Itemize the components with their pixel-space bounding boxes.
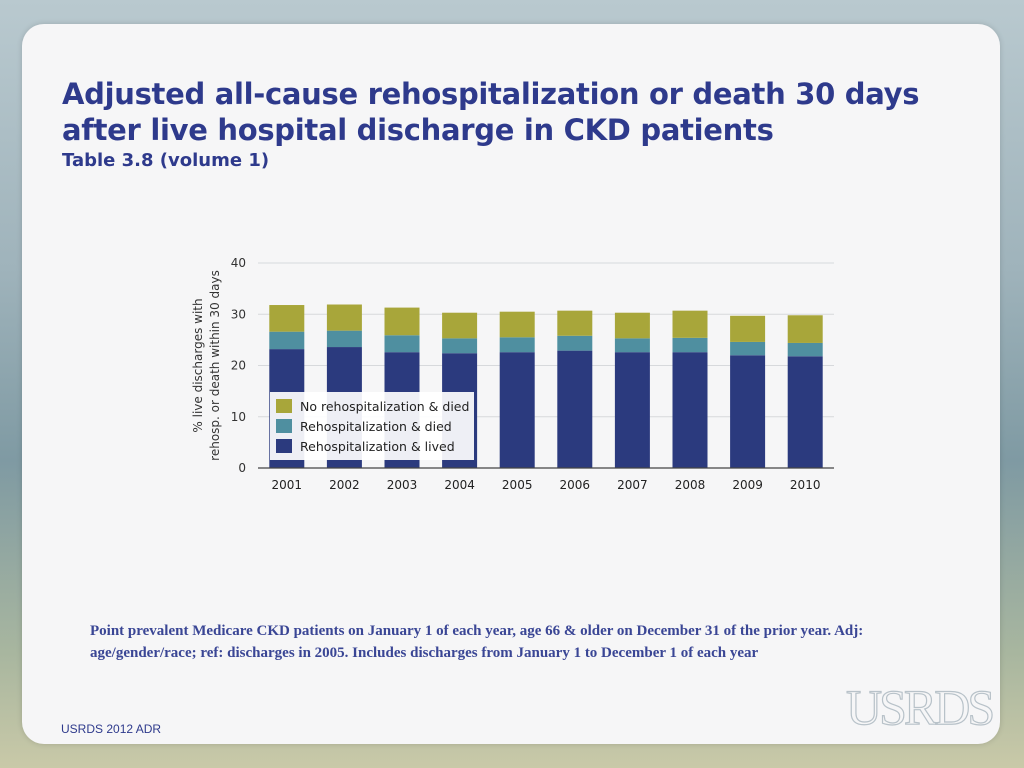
slide-title: Adjusted all-cause rehospitalization or … <box>62 77 920 147</box>
y-tick-label: 40 <box>231 256 246 270</box>
bar-segment <box>672 310 708 338</box>
y-axis-label: % live discharges with <box>191 298 205 432</box>
legend-swatch <box>276 419 292 433</box>
bar-segment <box>384 307 420 336</box>
bar-segment <box>499 337 535 353</box>
bar-segment <box>787 315 823 343</box>
bar-segment <box>499 311 535 338</box>
x-tick-label: 2010 <box>790 478 821 492</box>
bar-segment <box>557 350 593 468</box>
x-tick-label: 2004 <box>444 478 475 492</box>
bar-segment <box>730 341 766 356</box>
y-tick-label: 20 <box>231 359 246 373</box>
x-tick-label: 2001 <box>272 478 303 492</box>
footer-source: USRDS 2012 ADR <box>61 722 162 736</box>
bar-segment <box>614 338 650 353</box>
slide-subtitle: Table 3.8 (volume 1) <box>62 150 270 171</box>
legend-label: Rehospitalization & died <box>300 419 452 434</box>
legend-box <box>270 392 474 460</box>
x-tick-label: 2006 <box>560 478 591 492</box>
bar-segment <box>442 338 478 354</box>
x-tick-label: 2005 <box>502 478 533 492</box>
y-tick-label: 0 <box>238 461 246 475</box>
legend-label: No rehospitalization & died <box>300 399 469 414</box>
bar-segment <box>269 305 305 332</box>
y-axis-label: rehosp. or death within 30 days <box>208 270 222 461</box>
bar-segment <box>442 312 478 339</box>
bar-segment <box>614 312 650 339</box>
legend-label: Rehospitalization & lived <box>300 439 455 454</box>
bar-segment <box>557 335 593 351</box>
legend-swatch <box>276 399 292 413</box>
bar-segment <box>499 352 535 468</box>
x-tick-label: 2008 <box>675 478 706 492</box>
bar-segment <box>787 342 823 357</box>
bar-segment <box>672 337 708 353</box>
bar-segment <box>269 331 305 350</box>
bar-segment <box>557 310 593 336</box>
bar-segment <box>787 356 823 468</box>
x-tick-label: 2009 <box>732 478 763 492</box>
stacked-bar-chart: 0 10 20 30 40 2001 2002 2003 2004 2005 2006 2007 200… <box>191 256 834 492</box>
bar-segment <box>326 330 362 348</box>
bar-segment <box>384 335 420 353</box>
bar-segment <box>614 352 650 468</box>
bar-segment <box>672 352 708 468</box>
legend-swatch <box>276 439 292 453</box>
y-tick-label: 30 <box>231 307 246 321</box>
usrds-logo: USRDS <box>845 678 995 735</box>
chart-footnote: Point prevalent Medicare CKD patients on… <box>90 623 864 661</box>
bar-segment <box>730 315 766 342</box>
y-tick-label: 10 <box>231 410 246 424</box>
bar-segment <box>326 304 362 331</box>
bar-segment <box>730 355 766 468</box>
x-tick-label: 2002 <box>329 478 360 492</box>
x-tick-label: 2003 <box>387 478 418 492</box>
x-tick-label: 2007 <box>617 478 648 492</box>
